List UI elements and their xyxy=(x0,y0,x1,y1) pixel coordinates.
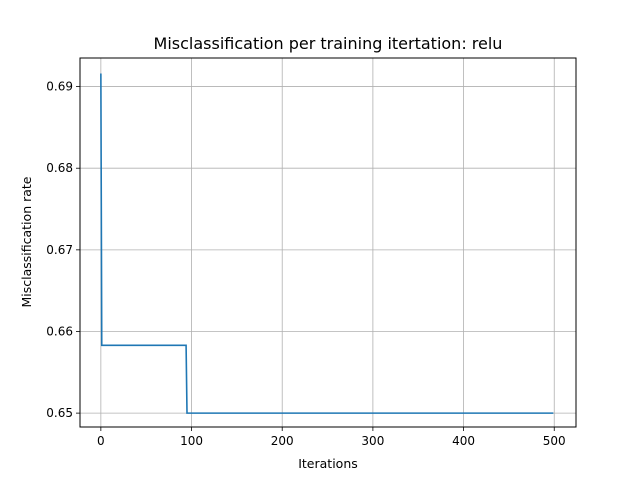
x-axis-label: Iterations xyxy=(298,456,358,471)
y-axis-label: Misclassification rate xyxy=(19,176,34,307)
y-tick-label: 0.66 xyxy=(46,324,73,338)
x-tick-label: 400 xyxy=(452,434,475,448)
x-tick-label: 100 xyxy=(180,434,203,448)
x-tick-label: 200 xyxy=(271,434,294,448)
y-axis: 0.65 0.66 0.67 0.68 0.69 xyxy=(46,80,80,420)
y-tick-label: 0.68 xyxy=(46,161,73,175)
series-line-0 xyxy=(100,73,554,414)
x-axis: 0 100 200 300 400 500 xyxy=(97,427,566,448)
chart-title: Misclassification per training itertatio… xyxy=(154,34,503,53)
x-tick-label: 0 xyxy=(97,434,105,448)
grid xyxy=(80,58,576,427)
plot-frame xyxy=(79,57,577,428)
y-tick-label: 0.69 xyxy=(46,80,73,94)
y-tick-label: 0.65 xyxy=(46,406,73,420)
series-layer xyxy=(100,73,554,414)
x-tick-label: 500 xyxy=(543,434,566,448)
x-tick-label: 300 xyxy=(361,434,384,448)
y-tick-label: 0.67 xyxy=(46,243,73,257)
